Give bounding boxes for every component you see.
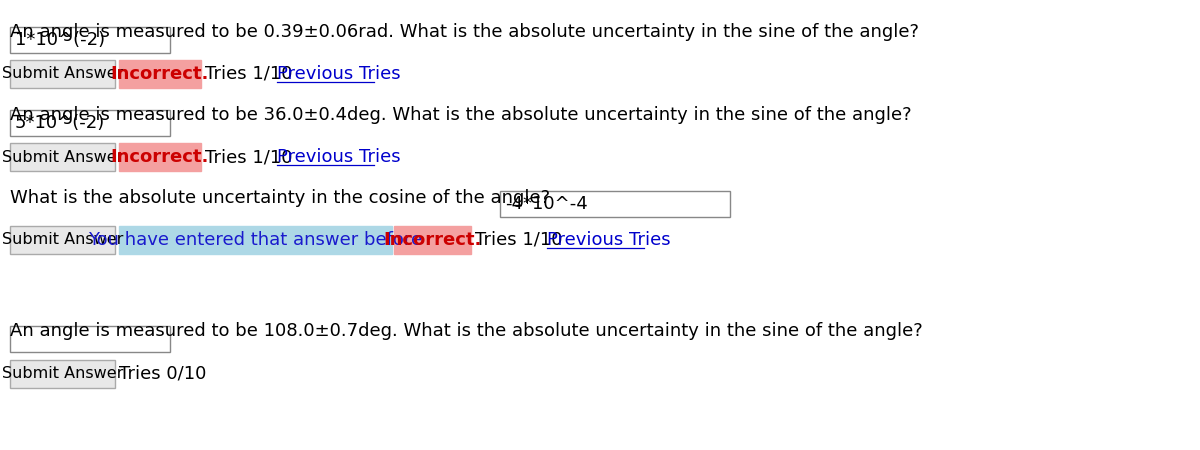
Text: Incorrect.: Incorrect.	[383, 231, 481, 249]
Text: You have entered that answer before: You have entered that answer before	[89, 231, 422, 249]
FancyBboxPatch shape	[119, 60, 202, 88]
FancyBboxPatch shape	[10, 27, 170, 53]
FancyBboxPatch shape	[10, 143, 115, 171]
FancyBboxPatch shape	[10, 110, 170, 136]
FancyBboxPatch shape	[10, 360, 115, 388]
FancyBboxPatch shape	[119, 143, 202, 171]
Text: Submit Answer: Submit Answer	[2, 67, 124, 81]
Text: Tries 0/10: Tries 0/10	[119, 365, 206, 383]
Text: Incorrect.: Incorrect.	[110, 65, 209, 83]
Text: Incorrect.: Incorrect.	[110, 148, 209, 166]
Text: 5*10^(-2): 5*10^(-2)	[14, 114, 106, 132]
Text: 1*10^(-2): 1*10^(-2)	[14, 31, 106, 49]
Text: Submit Answer: Submit Answer	[2, 149, 124, 165]
FancyBboxPatch shape	[394, 226, 470, 254]
Text: Submit Answer: Submit Answer	[2, 366, 124, 382]
Text: An angle is measured to be 0.39±0.06rad. What is the absolute uncertainty in the: An angle is measured to be 0.39±0.06rad.…	[10, 23, 919, 41]
Text: Submit Answer: Submit Answer	[2, 233, 124, 248]
Text: Previous Tries: Previous Tries	[547, 231, 671, 249]
FancyBboxPatch shape	[10, 326, 170, 352]
Text: Previous Tries: Previous Tries	[277, 65, 401, 83]
Text: An angle is measured to be 36.0±0.4deg. What is the absolute uncertainty in the : An angle is measured to be 36.0±0.4deg. …	[10, 106, 912, 124]
FancyBboxPatch shape	[500, 191, 730, 217]
FancyBboxPatch shape	[10, 60, 115, 88]
Text: What is the absolute uncertainty in the cosine of the angle?: What is the absolute uncertainty in the …	[10, 189, 550, 207]
FancyBboxPatch shape	[119, 226, 392, 254]
Text: Previous Tries: Previous Tries	[277, 148, 401, 166]
Text: Tries 1/10: Tries 1/10	[205, 65, 299, 83]
Text: Tries 1/10: Tries 1/10	[475, 231, 569, 249]
Text: An angle is measured to be 108.0±0.7deg. What is the absolute uncertainty in the: An angle is measured to be 108.0±0.7deg.…	[10, 322, 923, 340]
FancyBboxPatch shape	[10, 226, 115, 254]
Text: Tries 1/10: Tries 1/10	[205, 148, 299, 166]
Text: -4*10^-4: -4*10^-4	[505, 195, 588, 213]
